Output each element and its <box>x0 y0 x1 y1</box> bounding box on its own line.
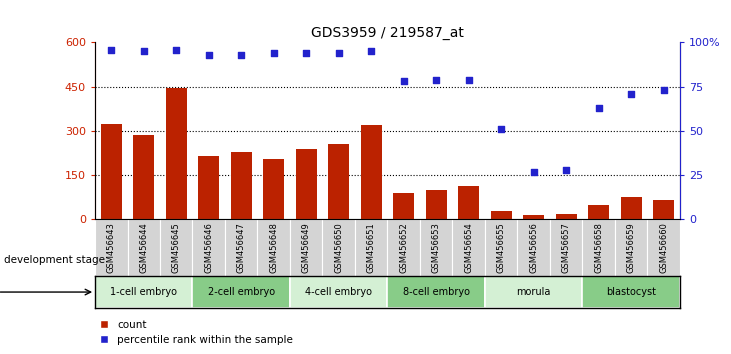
Bar <box>328 144 349 219</box>
Bar <box>387 219 420 276</box>
Point <box>625 91 637 97</box>
Text: 2-cell embryo: 2-cell embryo <box>208 287 275 297</box>
Text: morula: morula <box>516 287 551 297</box>
Bar <box>387 276 485 308</box>
Point <box>528 169 539 175</box>
Bar <box>225 219 257 276</box>
Point <box>268 50 279 56</box>
Point <box>560 167 572 173</box>
Bar <box>583 219 615 276</box>
Text: GSM456658: GSM456658 <box>594 222 603 273</box>
Point <box>170 47 182 52</box>
Bar <box>653 200 674 219</box>
Text: GSM456650: GSM456650 <box>334 222 343 273</box>
Bar <box>95 276 192 308</box>
Point <box>300 50 312 56</box>
Bar <box>295 149 317 219</box>
Bar <box>393 193 414 219</box>
Text: GSM456651: GSM456651 <box>367 222 376 273</box>
Bar <box>621 198 642 219</box>
Bar <box>518 219 550 276</box>
Text: GSM456659: GSM456659 <box>626 222 635 273</box>
Text: GSM456654: GSM456654 <box>464 222 473 273</box>
Bar <box>588 205 609 219</box>
Bar <box>485 276 583 308</box>
Bar <box>523 215 544 219</box>
Bar <box>257 219 290 276</box>
Point <box>658 87 670 93</box>
Text: GSM456643: GSM456643 <box>107 222 115 273</box>
Point <box>431 77 442 82</box>
Point <box>333 50 344 56</box>
Bar <box>360 125 382 219</box>
Title: GDS3959 / 219587_at: GDS3959 / 219587_at <box>311 26 464 40</box>
Text: 1-cell embryo: 1-cell embryo <box>110 287 177 297</box>
Text: GSM456647: GSM456647 <box>237 222 246 273</box>
Text: GSM456644: GSM456644 <box>140 222 148 273</box>
Bar <box>95 219 127 276</box>
Bar <box>263 159 284 219</box>
Bar <box>485 219 518 276</box>
Bar <box>127 219 160 276</box>
Point <box>463 77 474 82</box>
Bar <box>166 88 187 219</box>
Bar <box>420 219 452 276</box>
Point <box>235 52 247 58</box>
Legend: count, percentile rank within the sample: count, percentile rank within the sample <box>100 320 293 345</box>
Bar <box>556 213 577 219</box>
Text: GSM456652: GSM456652 <box>399 222 408 273</box>
Bar <box>231 152 251 219</box>
Bar <box>550 219 583 276</box>
Bar <box>615 219 648 276</box>
Text: GSM456655: GSM456655 <box>496 222 506 273</box>
Point <box>398 79 409 84</box>
Point <box>496 126 507 132</box>
Bar <box>160 219 192 276</box>
Text: GSM456645: GSM456645 <box>172 222 181 273</box>
Text: GSM456653: GSM456653 <box>432 222 441 273</box>
Bar <box>290 276 387 308</box>
Text: development stage: development stage <box>4 255 105 265</box>
Bar <box>322 219 355 276</box>
Bar <box>458 185 480 219</box>
Point <box>138 48 150 54</box>
Text: GSM456657: GSM456657 <box>561 222 571 273</box>
Text: 8-cell embryo: 8-cell embryo <box>403 287 469 297</box>
Bar <box>648 219 680 276</box>
Text: blastocyst: blastocyst <box>606 287 656 297</box>
Bar <box>355 219 387 276</box>
Bar <box>192 219 225 276</box>
Text: GSM456660: GSM456660 <box>659 222 668 273</box>
Text: 4-cell embryo: 4-cell embryo <box>306 287 372 297</box>
Bar <box>452 219 485 276</box>
Bar <box>133 135 154 219</box>
Bar <box>583 276 680 308</box>
Bar <box>198 156 219 219</box>
Bar <box>192 276 290 308</box>
Bar <box>290 219 322 276</box>
Point <box>366 48 377 54</box>
Bar <box>101 124 122 219</box>
Point <box>203 52 215 58</box>
Text: GSM456656: GSM456656 <box>529 222 538 273</box>
Point <box>105 47 117 52</box>
Text: GSM456649: GSM456649 <box>302 222 311 273</box>
Bar <box>425 190 447 219</box>
Text: GSM456648: GSM456648 <box>269 222 279 273</box>
Bar <box>491 211 512 219</box>
Text: GSM456646: GSM456646 <box>204 222 213 273</box>
Point <box>593 105 605 111</box>
